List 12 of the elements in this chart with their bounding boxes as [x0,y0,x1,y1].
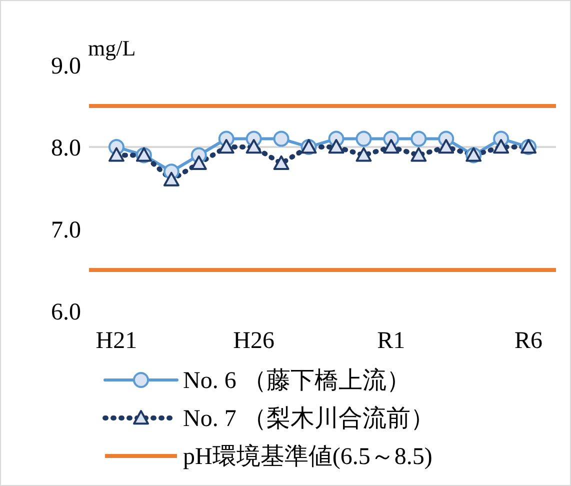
x-tick-label: R1 [377,328,406,354]
y-tick-label: 8.0 [51,136,81,162]
y-tick-label: 7.0 [51,218,81,244]
legend-label: No. 6 （藤下橋上流） [183,366,410,396]
x-tick-label: R6 [514,328,543,354]
legend-label: pH環境基準値(6.5～8.5) [183,442,432,472]
legend-label: No. 7 （梨木川合流前） [183,404,434,434]
y-tick-label: 6.0 [51,300,81,326]
x-tick-label: H26 [233,328,274,354]
y-axis-title: mg/L [88,36,136,61]
x-tick-label: H21 [96,328,138,354]
y-tick-label: 9.0 [51,54,81,80]
